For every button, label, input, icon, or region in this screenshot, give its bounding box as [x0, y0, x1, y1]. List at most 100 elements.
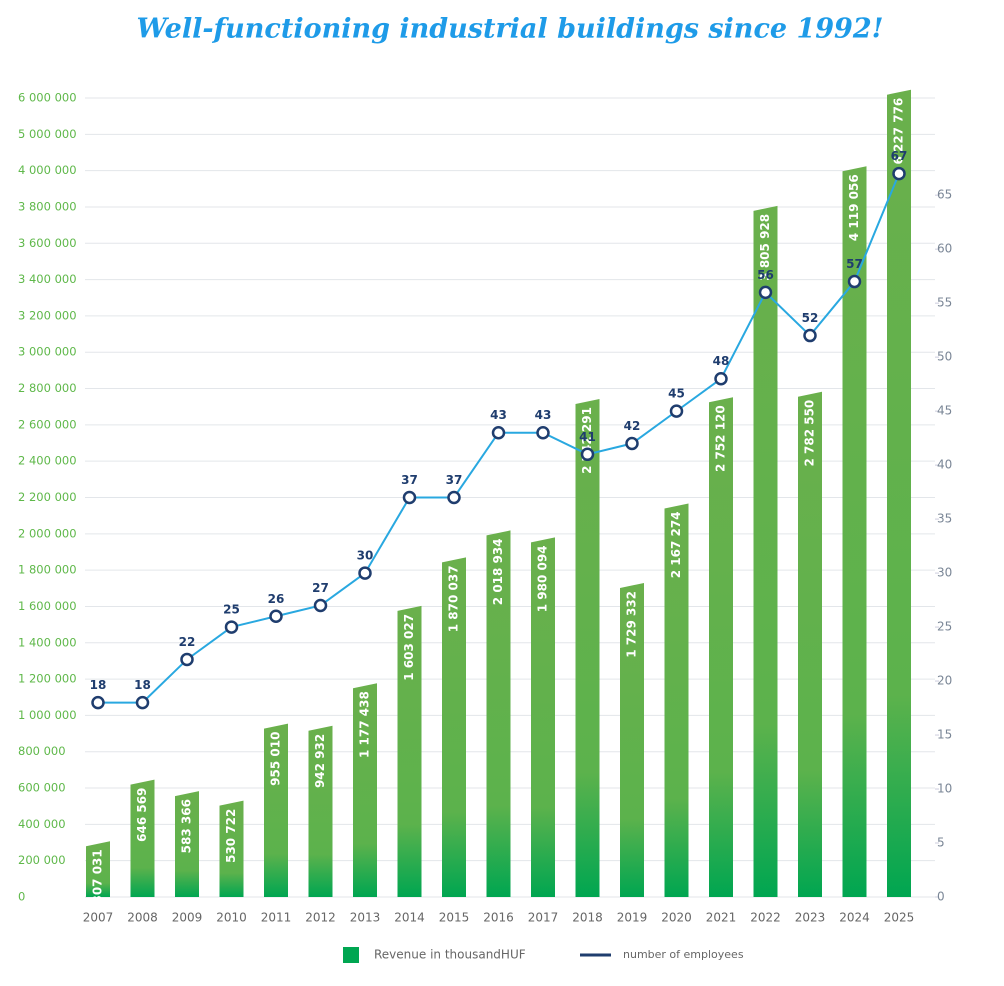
- x-tick-label: 2024: [839, 911, 870, 925]
- bar-value-label: 3 805 928: [758, 214, 772, 281]
- point: [224, 620, 239, 634]
- y-tick-label: 2 600 000: [18, 417, 77, 431]
- bar-value-label: 955 010: [269, 732, 283, 786]
- bar: [531, 537, 555, 897]
- bar-value-label: 646 569: [135, 788, 149, 842]
- y-tick-label: 3 400 000: [18, 272, 77, 286]
- bar: [575, 399, 600, 897]
- bar: [130, 779, 155, 897]
- bar: [175, 791, 199, 897]
- point: [402, 490, 417, 505]
- y-tick-label: 400 000: [18, 817, 66, 831]
- y2-tick-label: 55: [937, 296, 952, 310]
- point-label: 42: [624, 419, 641, 433]
- y2-tick-label: 30: [937, 566, 952, 580]
- x-tick-label: 2015: [439, 911, 470, 925]
- bar: [842, 166, 867, 897]
- point: [847, 274, 862, 289]
- point: [669, 404, 684, 418]
- legend-label: Revenue in thousandHUF: [374, 948, 526, 962]
- y-tick-label: 5 000 000: [18, 127, 77, 141]
- x-tick-label: 2018: [572, 911, 603, 925]
- y2-tick-label: 10: [937, 782, 952, 796]
- point: [892, 166, 906, 181]
- y-tick-label: 3 000 000: [18, 345, 77, 359]
- x-tick-label: 2010: [216, 911, 247, 925]
- y2-tick-label: 35: [937, 512, 952, 526]
- point-label: 22: [179, 635, 196, 649]
- bar: [308, 725, 333, 897]
- bar-value-label: 530 722: [224, 809, 238, 863]
- bar: [753, 205, 778, 898]
- bar-value-label: 307 031: [91, 849, 105, 903]
- bar-value-label: 1 870 037: [447, 565, 461, 632]
- y2-tick-label: 5: [937, 836, 945, 850]
- x-tick-label: 2017: [528, 911, 559, 925]
- y-tick-label: 200 000: [18, 853, 66, 867]
- x-tick-label: 2008: [127, 911, 158, 925]
- y-tick-label: 3 800 000: [18, 199, 77, 213]
- bar-value-label: 4 119 056: [847, 174, 861, 241]
- y-tick-label: 1 800 000: [18, 563, 77, 577]
- y-tick-label: 2 400 000: [18, 454, 77, 468]
- y-tick-label: 1 200 000: [18, 672, 77, 686]
- y2-tick-label: 60: [937, 242, 952, 256]
- point-label: 37: [446, 473, 463, 487]
- y-tick-label: 3 600 000: [18, 236, 77, 250]
- y2-tick-label: 45: [937, 404, 952, 418]
- y-tick-label: 800 000: [18, 744, 66, 758]
- x-tick-label: 2011: [261, 911, 292, 925]
- point-label: 18: [134, 678, 151, 692]
- point-label: 57: [846, 257, 863, 271]
- bar: [353, 683, 377, 897]
- y-tick-label: 1 600 000: [18, 599, 77, 613]
- point: [714, 371, 728, 386]
- point: [536, 425, 550, 440]
- legend-swatch: [343, 947, 359, 963]
- point-label: 26: [268, 592, 285, 606]
- point: [180, 652, 194, 667]
- point: [91, 695, 105, 710]
- x-tick-label: 2007: [83, 911, 114, 925]
- point-label: 18: [90, 678, 107, 692]
- y-tick-label: 6 000 000: [18, 91, 77, 105]
- x-tick-label: 2021: [706, 911, 737, 925]
- legend-label: number of employees: [623, 948, 744, 961]
- bar: [397, 605, 422, 897]
- bar: [798, 391, 822, 897]
- point: [803, 328, 817, 343]
- point-label: 48: [713, 354, 730, 368]
- bar-value-label: 942 932: [313, 734, 327, 788]
- x-tick-label: 2025: [884, 911, 915, 925]
- point: [580, 447, 595, 462]
- y2-tick-label: 50: [937, 350, 952, 364]
- y-tick-label: 2 800 000: [18, 381, 77, 395]
- y2-tick-label: 65: [937, 188, 952, 202]
- bar: [442, 557, 466, 897]
- bar: [219, 800, 244, 897]
- legend: Revenue in thousandHUF number of employe…: [343, 947, 744, 963]
- point-label: 56: [757, 268, 774, 282]
- x-tick-label: 2020: [661, 911, 692, 925]
- bar: [86, 841, 110, 897]
- x-tick-label: 2019: [617, 911, 648, 925]
- bar-value-label: 6 227 776: [892, 98, 906, 165]
- x-tick-label: 2016: [483, 911, 514, 925]
- y-tick-label: 2 200 000: [18, 490, 77, 504]
- y2-tick-label: 20: [937, 674, 952, 688]
- bar-value-label: 2 018 934: [491, 538, 505, 605]
- point: [447, 490, 461, 505]
- point-label: 41: [579, 430, 596, 444]
- bar: [887, 89, 911, 897]
- x-tick-label: 2023: [795, 911, 826, 925]
- bar: [620, 582, 644, 897]
- bar-value-label: 1 729 332: [625, 591, 639, 658]
- y2-tick-label: 0: [937, 890, 945, 904]
- point: [269, 609, 283, 624]
- y-tick-label: 1 400 000: [18, 635, 77, 649]
- x-tick-label: 2012: [305, 911, 336, 925]
- bar-value-label: 1 980 094: [536, 545, 550, 612]
- point: [625, 436, 639, 451]
- point-label: 30: [357, 549, 374, 563]
